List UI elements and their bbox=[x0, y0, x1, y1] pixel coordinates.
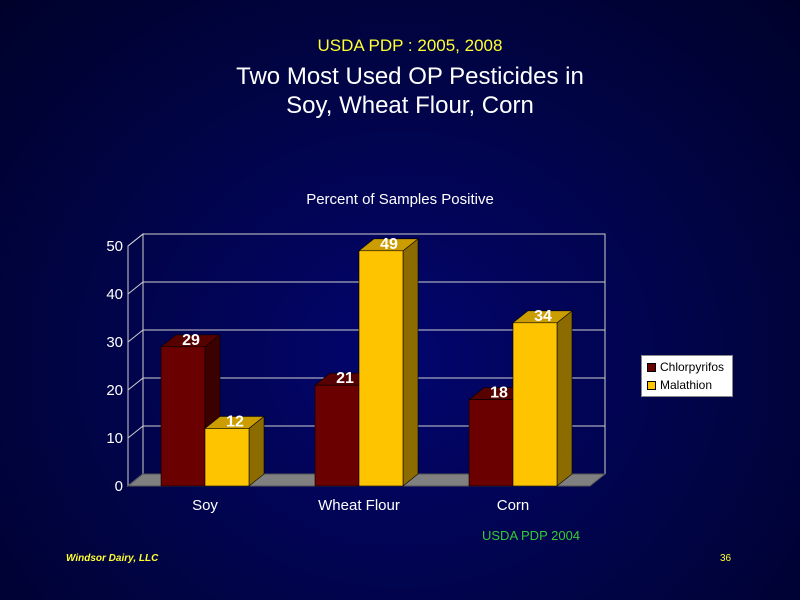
slide-title-line2: Soy, Wheat Flour, Corn bbox=[286, 92, 534, 119]
bar-side-malathion-corn bbox=[556, 310, 573, 487]
data-labels: 29 12 21 49 18 34 bbox=[182, 236, 552, 431]
y-tick-label: 10 bbox=[106, 430, 123, 447]
x-tick-label-soy: Soy bbox=[192, 497, 218, 514]
source-note: USDA PDP 2004 bbox=[482, 528, 581, 543]
legend-item-chlorpyrifos: Chlorpyrifos bbox=[642, 358, 732, 376]
gridline bbox=[127, 377, 605, 391]
data-label-malathion-wheat-flour: 49 bbox=[380, 236, 398, 253]
y-tick-label: 20 bbox=[106, 382, 123, 399]
data-label-chlorpyrifos-wheat-flour: 21 bbox=[336, 370, 354, 387]
chart-title: Percent of Samples Positive bbox=[306, 191, 494, 208]
data-label-malathion-soy: 12 bbox=[226, 413, 244, 430]
bar-malathion-corn bbox=[512, 322, 558, 487]
legend: Chlorpyrifos Malathion bbox=[641, 355, 733, 397]
x-axis-ticks: Soy Wheat Flour Corn bbox=[192, 497, 529, 514]
gridline bbox=[127, 329, 605, 343]
y-tick-label: 30 bbox=[106, 334, 123, 351]
legend-label-chlorpyrifos: Chlorpyrifos bbox=[660, 360, 725, 374]
y-axis-ticks: 0 10 20 30 40 50 bbox=[106, 238, 123, 495]
slide-supertitle: USDA PDP : 2005, 2008 bbox=[317, 36, 503, 55]
slide-title-line1: Two Most Used OP Pesticides in bbox=[236, 63, 584, 90]
bar-chlorpyrifos-wheat-flour bbox=[314, 384, 360, 487]
bar-side-malathion-wheat-flour bbox=[402, 238, 419, 487]
slide-title: Two Most Used OP Pesticides in Soy, Whea… bbox=[0, 62, 800, 120]
bar-chlorpyrifos-soy bbox=[160, 346, 206, 487]
x-tick-label-wheat-flour: Wheat Flour bbox=[318, 497, 400, 514]
page-number: 36 bbox=[720, 553, 732, 564]
x-tick-label-corn: Corn bbox=[497, 497, 530, 514]
data-label-malathion-corn: 34 bbox=[534, 308, 552, 325]
bar-malathion-wheat-flour bbox=[358, 250, 404, 487]
y-tick-label: 40 bbox=[106, 286, 123, 303]
plot-side-wall bbox=[127, 232, 144, 488]
gridline bbox=[127, 425, 605, 439]
legend-label-malathion: Malathion bbox=[660, 378, 713, 392]
footer-company: Windsor Dairy, LLC bbox=[66, 553, 159, 564]
legend-item-malathion: Malathion bbox=[642, 376, 732, 394]
bar-chlorpyrifos-corn bbox=[468, 399, 514, 487]
gridline bbox=[127, 233, 605, 247]
data-label-chlorpyrifos-corn: 18 bbox=[490, 385, 508, 402]
y-tick-label: 50 bbox=[106, 238, 123, 255]
legend-swatch-chlorpyrifos bbox=[647, 362, 656, 372]
y-tick-label: 0 bbox=[115, 478, 123, 495]
bars bbox=[160, 238, 573, 487]
bar-malathion-soy bbox=[204, 428, 250, 487]
data-label-chlorpyrifos-soy: 29 bbox=[182, 332, 200, 349]
legend-swatch-malathion bbox=[647, 380, 656, 390]
gridline bbox=[127, 281, 605, 295]
